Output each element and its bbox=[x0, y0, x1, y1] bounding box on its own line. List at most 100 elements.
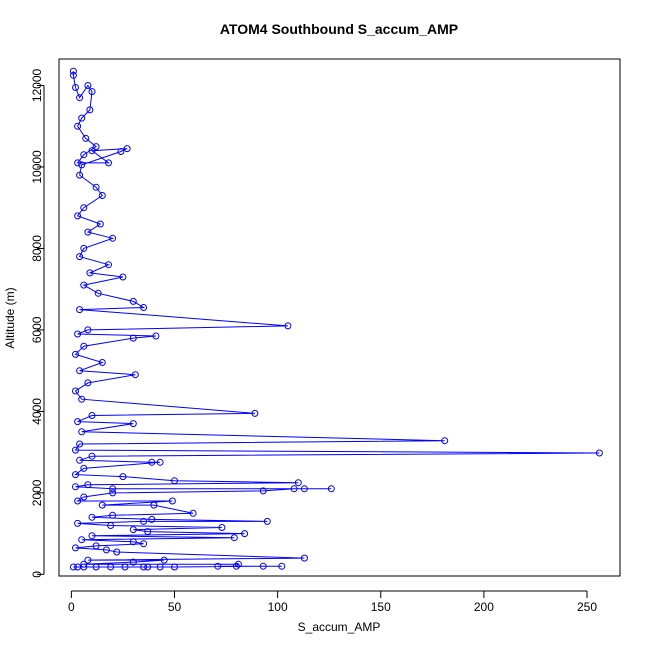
data-point bbox=[80, 342, 88, 350]
data-point bbox=[80, 493, 88, 501]
data-point bbox=[86, 269, 94, 277]
data-point bbox=[123, 145, 131, 153]
plot-area-frame bbox=[58, 58, 621, 577]
x-tick-label: 0 bbox=[68, 600, 75, 614]
data-point bbox=[150, 501, 158, 509]
data-point bbox=[76, 367, 84, 375]
data-point bbox=[117, 148, 125, 155]
data-point bbox=[84, 379, 92, 387]
data-point bbox=[259, 562, 267, 570]
data-point bbox=[278, 562, 286, 570]
data-point bbox=[69, 71, 77, 79]
x-axis-label: S_accum_AMP bbox=[298, 620, 381, 634]
data-point bbox=[88, 452, 96, 460]
data-point bbox=[232, 562, 240, 570]
data-point bbox=[78, 161, 86, 169]
data-point bbox=[263, 517, 271, 525]
data-point bbox=[76, 306, 84, 314]
data-point bbox=[152, 332, 160, 340]
data-point bbox=[80, 151, 88, 159]
data-point bbox=[86, 106, 94, 114]
data-point bbox=[74, 212, 82, 220]
data-point bbox=[214, 562, 222, 570]
data-point bbox=[148, 458, 156, 466]
data-point bbox=[84, 228, 92, 236]
y-tick-label: 0 bbox=[30, 571, 44, 578]
x-axis: 0 50 100 150 200 250 bbox=[68, 590, 597, 614]
data-point bbox=[109, 234, 117, 242]
data-point bbox=[121, 563, 129, 571]
data-point bbox=[441, 437, 449, 445]
data-point bbox=[98, 359, 106, 366]
data-point bbox=[72, 350, 79, 358]
data-point bbox=[171, 477, 178, 485]
x-tick-label: 150 bbox=[371, 600, 391, 614]
data-point bbox=[131, 371, 139, 379]
data-point bbox=[140, 563, 148, 571]
data-point bbox=[72, 446, 79, 454]
data-point bbox=[74, 519, 82, 527]
y-tick-label: 6000 bbox=[30, 316, 44, 343]
data-point bbox=[259, 487, 267, 495]
data-point bbox=[88, 412, 96, 419]
data-point bbox=[168, 497, 176, 505]
data-point bbox=[72, 84, 79, 91]
series-line bbox=[72, 71, 600, 568]
data-point bbox=[156, 563, 164, 571]
series-layer bbox=[69, 67, 603, 571]
data-point bbox=[88, 88, 96, 96]
data-point bbox=[98, 501, 106, 509]
data-point bbox=[119, 473, 127, 481]
y-tick-label: 2000 bbox=[30, 479, 44, 506]
data-point bbox=[105, 159, 112, 167]
data-point bbox=[119, 273, 127, 281]
data-point bbox=[72, 483, 79, 491]
data-point bbox=[129, 297, 137, 305]
data-point bbox=[160, 556, 168, 564]
data-point bbox=[76, 94, 84, 102]
data-point bbox=[74, 418, 82, 426]
data-point bbox=[129, 334, 137, 342]
data-point bbox=[84, 326, 92, 334]
data-point bbox=[98, 192, 106, 199]
data-point bbox=[94, 289, 102, 297]
data-point bbox=[74, 159, 82, 167]
data-point bbox=[327, 485, 335, 493]
data-point bbox=[80, 464, 88, 472]
data-point bbox=[102, 546, 110, 554]
data-point bbox=[88, 513, 96, 521]
data-point bbox=[80, 244, 88, 252]
data-point bbox=[74, 330, 82, 338]
data-point bbox=[78, 114, 86, 122]
data-point bbox=[84, 82, 92, 89]
data-point bbox=[140, 540, 148, 548]
data-point bbox=[113, 548, 121, 556]
data-point bbox=[241, 530, 249, 538]
y-axis: 0 2000 4000 6000 8000 10000 12000 bbox=[30, 68, 45, 578]
data-point bbox=[88, 532, 96, 540]
data-point bbox=[78, 395, 86, 403]
data-point bbox=[82, 134, 90, 142]
data-point bbox=[156, 458, 164, 466]
data-point bbox=[234, 560, 242, 568]
data-point bbox=[109, 489, 117, 497]
data-point bbox=[72, 387, 79, 395]
chart-title: ATOM4 Southbound S_accum_AMP bbox=[220, 21, 458, 37]
data-point bbox=[80, 281, 88, 289]
data-point bbox=[76, 440, 84, 448]
y-tick-label: 10000 bbox=[30, 150, 44, 184]
data-point bbox=[290, 485, 298, 493]
data-point bbox=[129, 538, 137, 546]
data-point bbox=[129, 526, 137, 534]
data-point bbox=[129, 420, 137, 428]
data-point bbox=[76, 456, 84, 464]
data-point bbox=[74, 122, 82, 130]
data-point bbox=[78, 536, 86, 544]
data-point bbox=[96, 220, 104, 228]
data-point bbox=[300, 554, 308, 562]
data-point bbox=[69, 563, 77, 571]
data-point bbox=[144, 563, 152, 571]
data-point bbox=[144, 528, 152, 536]
